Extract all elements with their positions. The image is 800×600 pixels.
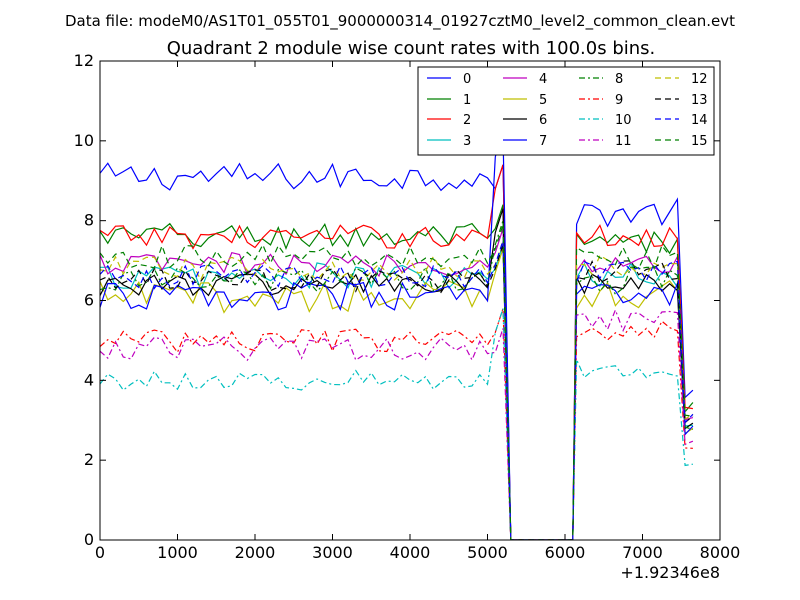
legend-label-8: 8 — [615, 72, 623, 87]
y-tick-label: 12 — [74, 51, 94, 70]
x-tick-label: 6000 — [545, 543, 586, 562]
legend-box — [417, 66, 715, 156]
legend-label-2: 2 — [463, 113, 471, 128]
legend-label-6: 6 — [539, 113, 547, 128]
series-line-1 — [100, 204, 694, 540]
x-tick-label: 5000 — [467, 543, 508, 562]
chart-suptitle: Data file: modeM0/AS1T01_055T01_90000003… — [65, 12, 735, 31]
series-line-15 — [100, 224, 693, 540]
legend-label-11: 11 — [615, 134, 632, 149]
series-line-2 — [100, 164, 693, 540]
legend-label-1: 1 — [463, 93, 471, 108]
legend-label-5: 5 — [539, 93, 547, 108]
legend-label-14: 14 — [691, 113, 708, 128]
chart-title: Quadrant 2 module wise count rates with … — [167, 38, 656, 59]
series-line-6 — [100, 208, 694, 540]
series-line-11 — [100, 308, 694, 540]
series-line-8 — [100, 220, 694, 540]
legend-label-4: 4 — [539, 72, 547, 87]
x-tick-label: 4000 — [390, 543, 431, 562]
legend-label-9: 9 — [615, 93, 623, 108]
x-tick-label: 7000 — [622, 543, 663, 562]
x-tick-label: 3000 — [312, 543, 353, 562]
y-tick-label: 2 — [84, 450, 94, 469]
axes: 0 1000 2000 3000 4000 5000 6000 7000 80000246810… — [74, 51, 741, 562]
series-line-7 — [100, 132, 694, 540]
series-line-10 — [100, 308, 693, 540]
x-tick-label: 8000 — [700, 543, 741, 562]
series-line-4 — [100, 228, 694, 540]
series-line-12 — [100, 240, 694, 540]
y-tick-label: 8 — [84, 211, 94, 230]
x-tick-label: 0 — [95, 543, 105, 562]
legend-label-15: 15 — [691, 134, 708, 149]
series-line-14 — [100, 240, 694, 540]
legend-label-12: 12 — [691, 72, 708, 87]
series-line-0 — [100, 162, 694, 540]
legend-label-13: 13 — [691, 93, 708, 108]
y-tick-label: 4 — [84, 370, 94, 389]
series-line-13 — [100, 244, 694, 540]
x-axis-offset-label: +1.92346e8 — [620, 563, 720, 582]
y-tick-label: 6 — [84, 291, 94, 310]
legend-label-3: 3 — [463, 134, 471, 149]
y-tick-label: 0 — [84, 530, 94, 549]
series-line-5 — [100, 248, 694, 540]
legend-label-7: 7 — [539, 134, 547, 149]
legend-label-10: 10 — [615, 113, 632, 128]
plot-area — [100, 132, 694, 540]
x-tick-label: 1000 — [157, 543, 198, 562]
x-tick-label: 2000 — [235, 543, 276, 562]
y-tick-label: 10 — [74, 131, 94, 150]
legend-label-0: 0 — [463, 72, 471, 87]
series-line-9 — [100, 308, 693, 540]
